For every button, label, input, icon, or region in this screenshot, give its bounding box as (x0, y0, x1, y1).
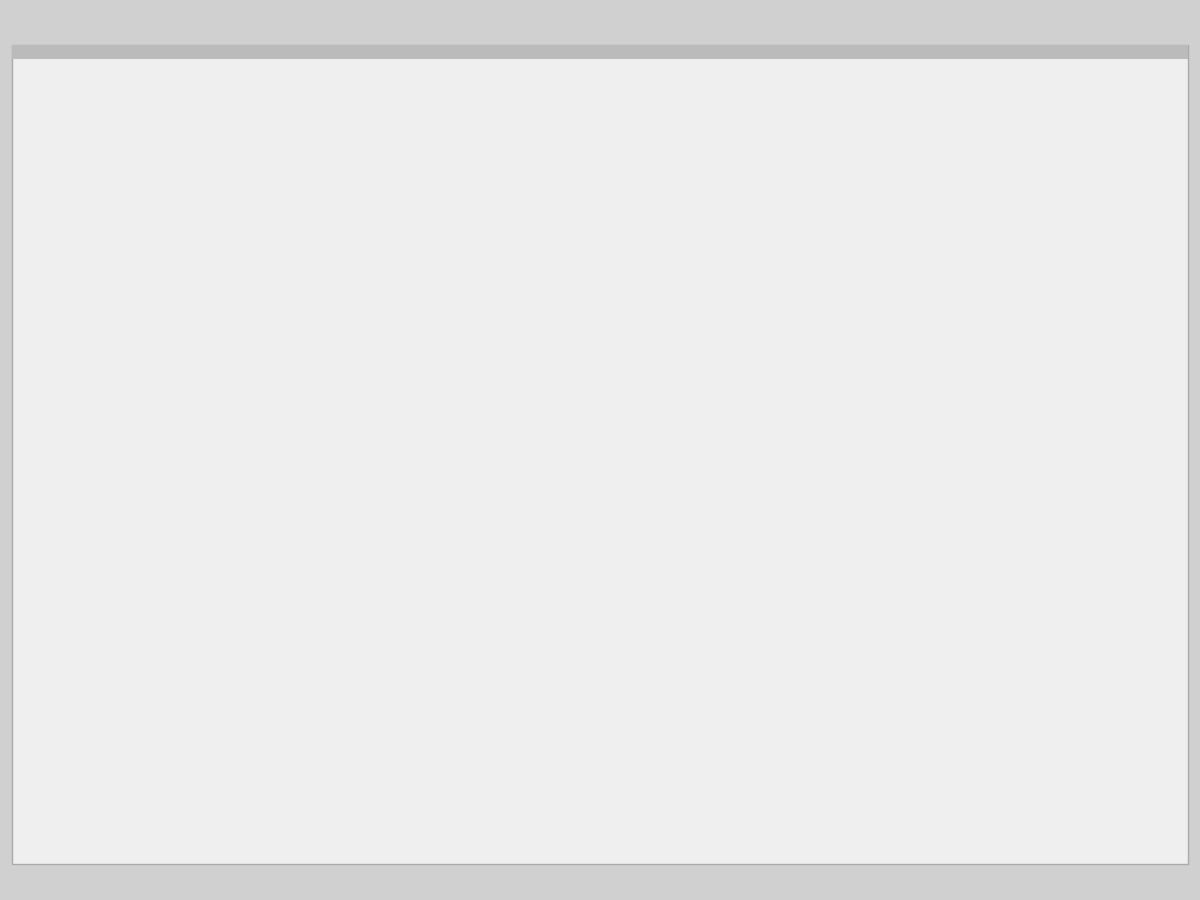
Text: Passing through (6, − 6) and perpendicular to the line whose equation is y =: Passing through (6, − 6) and perpendicul… (25, 179, 829, 199)
Text: 1: 1 (738, 159, 750, 179)
Text: (Simplify your answer. Use integers or fractions for any numbers in the equation: (Simplify your answer. Use integers or f… (25, 374, 762, 392)
Text: 2: 2 (738, 199, 750, 219)
Text: Write an equation for the line in point-slope form.: Write an equation for the line in point-… (25, 260, 542, 280)
Text: (Simplify your answer. Use integers or fractions for any numbers in the equation: (Simplify your answer. Use integers or f… (25, 554, 762, 572)
Text: Write an equation for the line in slope-intercept form.: Write an equation for the line in slope-… (25, 436, 583, 455)
Text: x + 3: x + 3 (763, 179, 820, 199)
Text: Use the given conditions to write an equation for the line in point-slope form a: Use the given conditions to write an equ… (25, 103, 1122, 122)
